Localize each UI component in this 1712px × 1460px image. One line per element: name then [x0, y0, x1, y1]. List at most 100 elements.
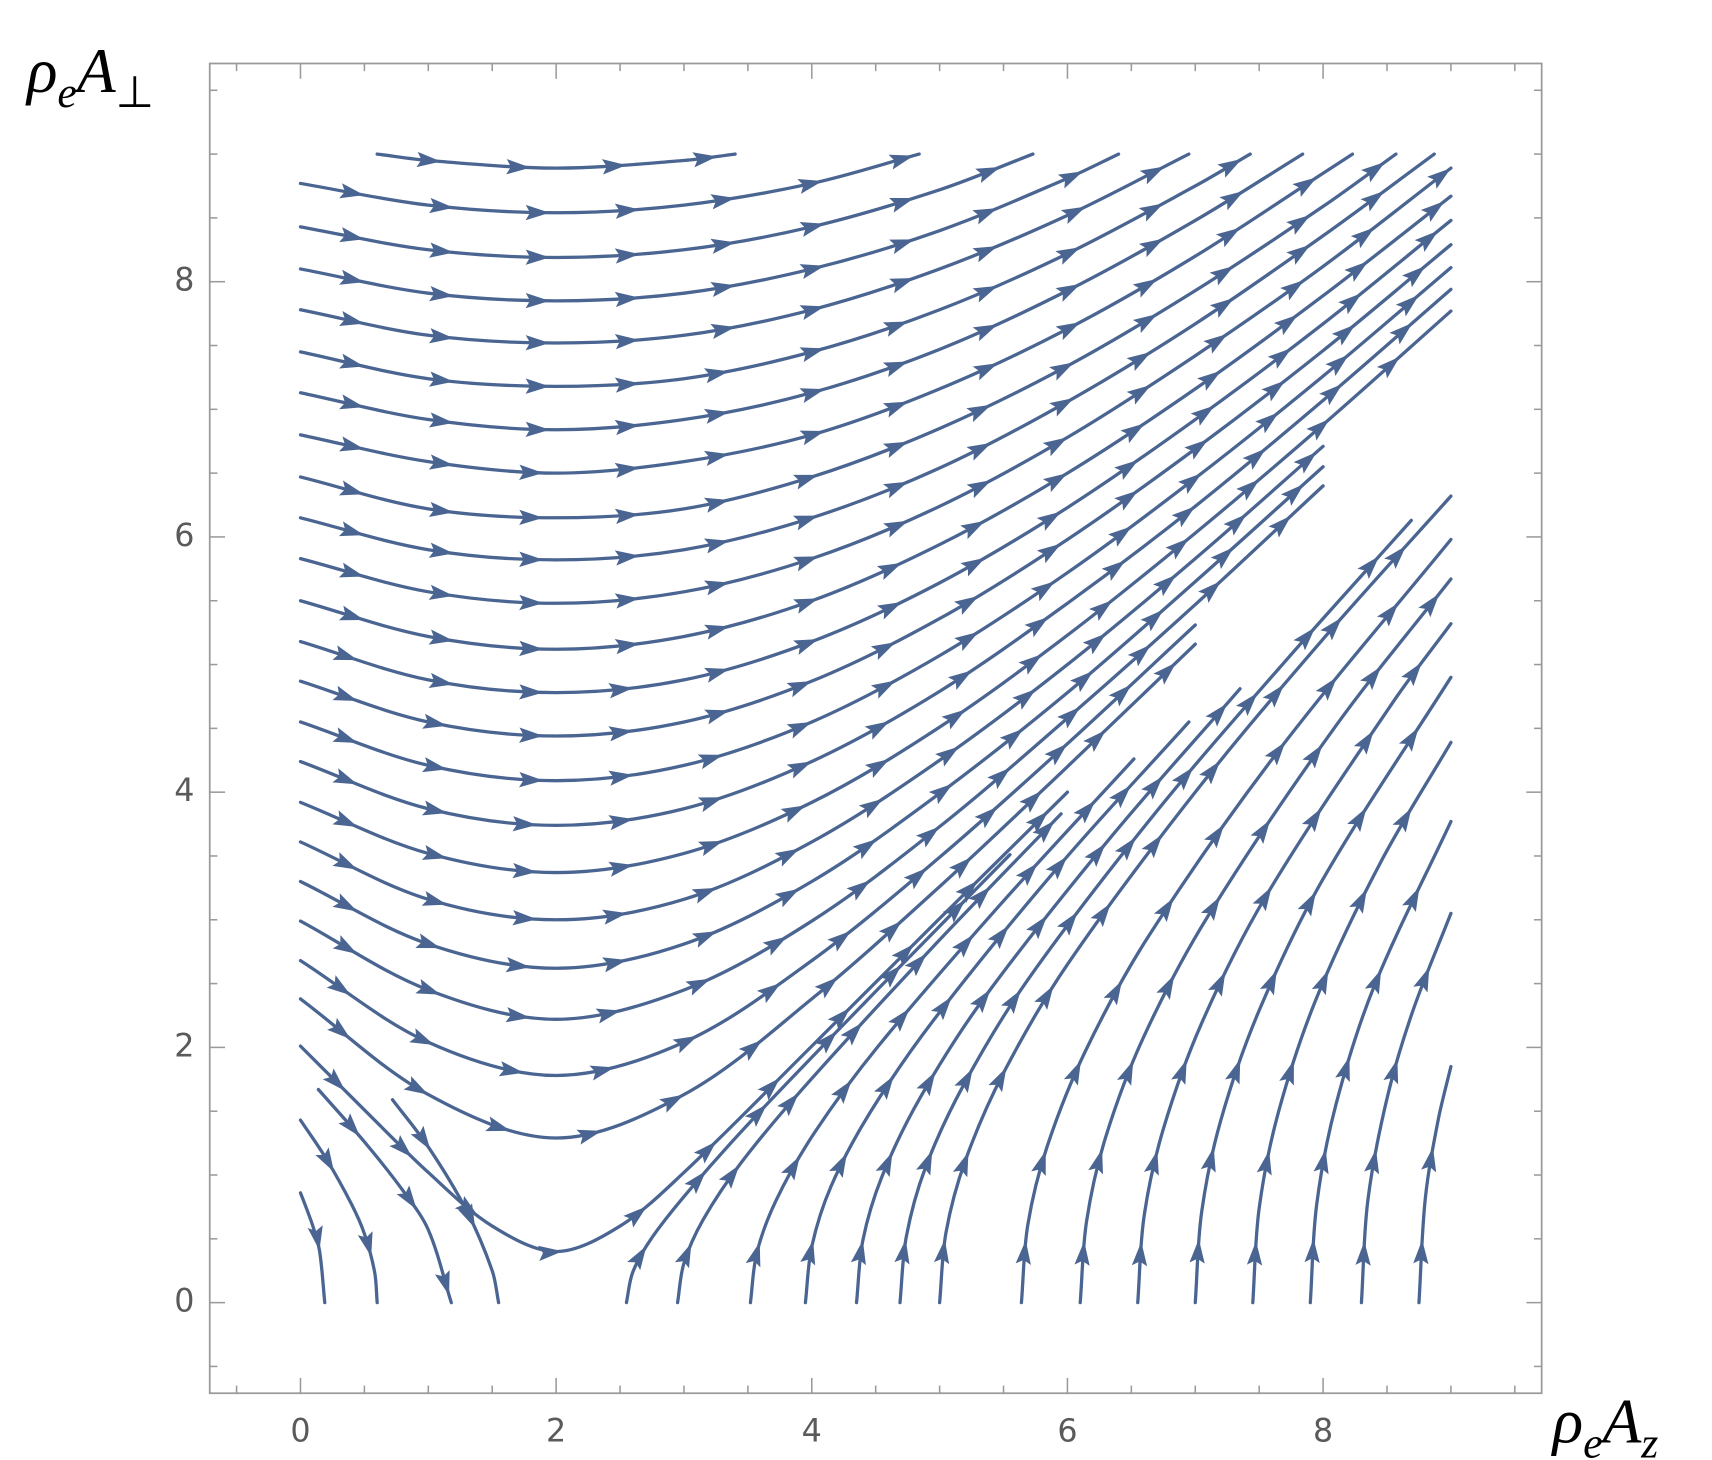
arrowhead: [1126, 385, 1152, 405]
arrowhead: [1268, 515, 1292, 538]
x-tick-label: 8: [1313, 1414, 1333, 1450]
arrowhead: [608, 815, 634, 831]
arrowhead: [1377, 603, 1399, 627]
arrowhead: [1402, 265, 1426, 288]
arrowhead: [1319, 383, 1343, 406]
arrowhead: [947, 670, 973, 691]
streamline: [854, 687, 1242, 1305]
arrowhead: [1217, 158, 1243, 178]
arrowhead: [409, 1028, 435, 1045]
arrowhead: [512, 816, 537, 832]
arrowhead: [710, 194, 736, 210]
arrowhead: [339, 436, 365, 452]
y-tick-label: 6: [174, 518, 194, 554]
arrowhead: [338, 521, 365, 537]
arrowhead: [831, 1080, 852, 1104]
arrowhead: [332, 935, 358, 954]
arrowhead: [883, 481, 909, 499]
arrowhead: [525, 421, 550, 438]
arrowhead: [888, 154, 914, 170]
arrowhead: [891, 943, 915, 967]
arrowhead: [1357, 556, 1380, 580]
streamline: [298, 642, 1197, 1140]
arrowhead: [1109, 785, 1131, 809]
arrowhead: [814, 977, 838, 999]
arrowhead: [691, 931, 717, 948]
arrowhead: [428, 629, 454, 645]
arrowhead: [458, 1203, 476, 1229]
arrowhead: [1024, 616, 1049, 638]
arrowhead: [972, 285, 998, 303]
arrowhead: [941, 709, 966, 730]
arrowhead: [1073, 800, 1096, 824]
axis-label-part: A: [1599, 1385, 1642, 1456]
arrowhead: [954, 631, 979, 652]
arrowhead: [1293, 451, 1317, 474]
arrowhead: [829, 1153, 847, 1179]
arrowhead: [774, 848, 800, 867]
arrowhead: [888, 1008, 910, 1032]
arrowhead: [864, 721, 890, 740]
arrowhead: [1364, 1149, 1380, 1175]
arrowhead: [1256, 1150, 1272, 1176]
arrowhead: [972, 363, 998, 381]
arrowhead: [1055, 322, 1081, 341]
arrowhead: [674, 1243, 692, 1269]
arrowhead: [1427, 168, 1451, 189]
streamline: [298, 309, 1453, 875]
arrowhead: [781, 1155, 800, 1181]
arrowhead: [614, 462, 640, 479]
arrowhead: [1301, 808, 1322, 833]
arrowhead: [1116, 1060, 1134, 1086]
arrowhead: [1360, 191, 1385, 212]
arrowhead: [850, 1240, 866, 1266]
arrowhead: [1210, 547, 1234, 570]
arrowhead: [1255, 412, 1279, 434]
arrowhead: [389, 1134, 413, 1158]
arrowhead: [883, 520, 909, 538]
axis-label-part: A: [73, 35, 116, 106]
arrowhead: [1418, 593, 1440, 618]
arrowhead: [1203, 333, 1228, 354]
streamline: [298, 152, 1398, 520]
streamline: [748, 757, 1136, 1305]
arrowhead: [846, 880, 871, 901]
arrowhead: [786, 721, 812, 739]
arrowhead: [1200, 896, 1221, 922]
arrowhead: [704, 624, 730, 640]
arrowhead: [1389, 322, 1413, 345]
arrowhead: [332, 645, 358, 661]
arrowhead: [1280, 483, 1304, 506]
arrowhead: [506, 159, 531, 175]
arrowhead: [1215, 227, 1241, 248]
arrowhead: [623, 1206, 647, 1228]
arrowhead: [972, 324, 998, 342]
arrowhead: [970, 989, 991, 1014]
arrowhead: [1141, 776, 1163, 800]
arrowhead: [415, 933, 441, 949]
arrowhead: [1042, 437, 1068, 457]
arrowhead: [757, 1077, 781, 1101]
arrowhead: [1315, 677, 1337, 701]
arrowhead: [338, 605, 365, 621]
arrowhead: [1259, 970, 1277, 996]
streamline: [803, 720, 1191, 1305]
arrowhead: [889, 197, 915, 213]
arrowhead: [1063, 1060, 1081, 1086]
arrowhead: [744, 1104, 767, 1127]
arrowhead: [1177, 473, 1202, 495]
arrowhead: [949, 856, 972, 879]
arrowhead: [972, 208, 998, 225]
arrowhead: [1350, 227, 1375, 249]
arrowhead: [396, 1185, 417, 1210]
arrowhead: [519, 509, 544, 526]
arrowhead: [858, 798, 884, 819]
arrowhead: [1001, 989, 1021, 1015]
arrowhead: [852, 839, 877, 860]
arrowhead: [692, 152, 718, 168]
arrowhead: [1019, 790, 1043, 813]
arrowhead: [786, 681, 812, 698]
arrowhead: [793, 474, 819, 490]
arrowhead: [1402, 887, 1420, 913]
arrowhead: [332, 893, 358, 912]
